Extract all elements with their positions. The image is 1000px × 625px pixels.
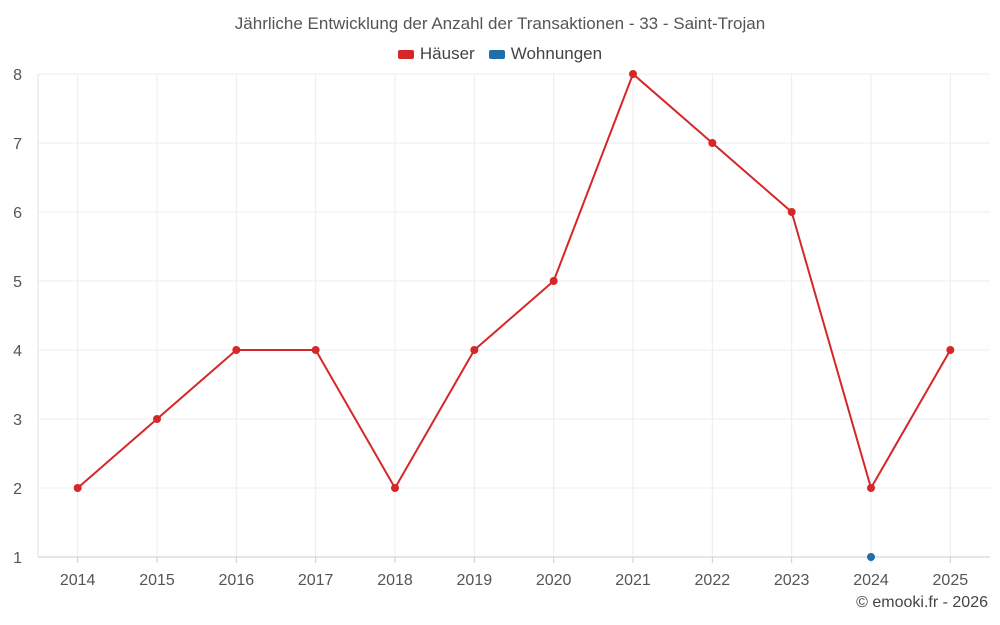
x-tick-label: 2024 bbox=[853, 572, 889, 589]
series-line-0 bbox=[77, 73, 952, 489]
credit-text: © emooki.fr - 2026 bbox=[856, 594, 988, 611]
x-tick-label: 2021 bbox=[615, 572, 651, 589]
chart-title: Jährliche Entwicklung der Anzahl der Tra… bbox=[234, 14, 766, 33]
chart-legend: Häuser Wohnungen bbox=[0, 44, 1000, 64]
data-point-0 bbox=[549, 277, 558, 285]
y-tick-label: 4 bbox=[13, 343, 22, 360]
data-point-1 bbox=[867, 553, 875, 561]
data-point-0 bbox=[232, 346, 241, 354]
y-tick-label: 6 bbox=[13, 205, 22, 222]
legend-item-haeuser[interactable]: Häuser bbox=[397, 44, 475, 64]
y-tick-label: 2 bbox=[13, 481, 22, 498]
x-tick-label: 2016 bbox=[219, 572, 255, 589]
y-tick-label: 7 bbox=[13, 136, 22, 153]
data-point-0 bbox=[867, 484, 875, 492]
legend-swatch-haeuser bbox=[397, 49, 414, 59]
x-tick-label: 2015 bbox=[139, 572, 175, 589]
data-point-0 bbox=[629, 70, 637, 78]
x-tick-label: 2022 bbox=[695, 572, 731, 589]
y-tick-label: 8 bbox=[13, 67, 22, 84]
legend-label-wohnungen: Wohnungen bbox=[510, 44, 603, 63]
x-tick-label: 2025 bbox=[933, 572, 969, 589]
y-tick-label: 5 bbox=[13, 274, 22, 291]
data-point-0 bbox=[73, 484, 82, 492]
y-tick-label: 1 bbox=[13, 550, 22, 567]
x-tick-label: 2020 bbox=[536, 572, 572, 589]
legend-label-haeuser: Häuser bbox=[419, 44, 475, 63]
data-point-0 bbox=[153, 415, 161, 423]
data-point-0 bbox=[470, 346, 479, 354]
x-tick-label: 2019 bbox=[457, 572, 493, 589]
x-tick-label: 2017 bbox=[298, 572, 334, 589]
x-tick-label: 2014 bbox=[60, 572, 96, 589]
x-tick-label: 2023 bbox=[774, 572, 810, 589]
data-point-0 bbox=[946, 346, 955, 354]
legend-swatch-wohnungen bbox=[488, 49, 505, 59]
x-tick-label: 2018 bbox=[377, 572, 413, 589]
data-point-0 bbox=[708, 139, 717, 147]
data-point-0 bbox=[787, 208, 796, 216]
legend-item-wohnungen[interactable]: Wohnungen bbox=[488, 44, 603, 64]
data-point-0 bbox=[311, 346, 320, 354]
data-point-0 bbox=[391, 484, 399, 492]
y-tick-label: 3 bbox=[13, 412, 22, 429]
